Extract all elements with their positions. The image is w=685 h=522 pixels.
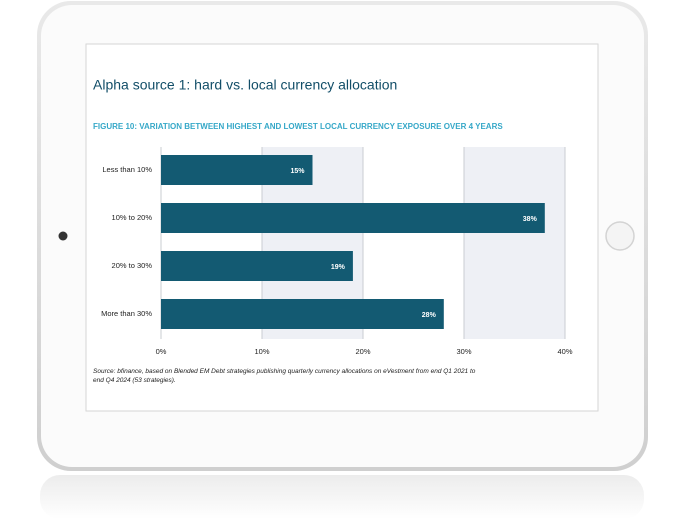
value-label: 19% bbox=[331, 264, 346, 271]
bar bbox=[161, 155, 313, 185]
camera bbox=[58, 231, 68, 241]
y-tick-label: 10% to 20% bbox=[112, 213, 153, 222]
band bbox=[464, 147, 565, 339]
value-label: 15% bbox=[290, 168, 305, 175]
value-label: 28% bbox=[422, 312, 437, 319]
value-label: 38% bbox=[523, 216, 538, 223]
x-tick-label: 20% bbox=[355, 347, 370, 356]
bar bbox=[161, 251, 353, 281]
y-tick-label: Less than 10% bbox=[102, 165, 152, 174]
chart-subtitle: FIGURE 10: VARIATION BETWEEN HIGHEST AND… bbox=[93, 122, 503, 131]
y-tick-label: 20% to 30% bbox=[112, 261, 153, 270]
x-tick-label: 30% bbox=[456, 347, 471, 356]
chart-title: Alpha source 1: hard vs. local currency … bbox=[93, 77, 397, 93]
bar bbox=[161, 299, 444, 329]
x-tick-label: 40% bbox=[557, 347, 572, 356]
y-tick-label: More than 30% bbox=[101, 309, 152, 318]
chart: Alpha source 1: hard vs. local currency … bbox=[93, 77, 573, 356]
x-tick-label: 10% bbox=[254, 347, 269, 356]
reflection bbox=[40, 475, 644, 519]
x-tick-label: 0% bbox=[156, 347, 167, 356]
source-note: Source: bfinance, based on Blended EM De… bbox=[93, 368, 476, 384]
home-button[interactable] bbox=[605, 221, 635, 251]
bar bbox=[161, 203, 545, 233]
